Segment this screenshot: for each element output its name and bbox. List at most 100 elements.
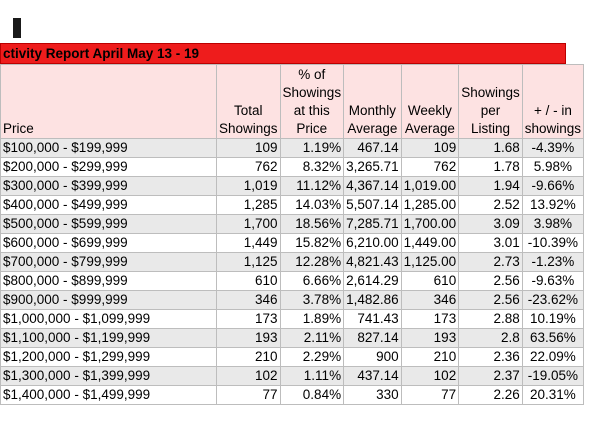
pct-showings-cell: 6.66%: [279, 271, 345, 291]
showings-per-listing-cell: 1.68: [458, 138, 523, 158]
change-cell: -9.66%: [521, 176, 585, 196]
total-showings-cell: 77: [216, 385, 281, 405]
weekly-average-cell: 109: [400, 138, 460, 158]
total-showings-cell: 173: [216, 309, 281, 329]
price-cell: $1,300,000 - $1,399,999: [0, 366, 217, 386]
total-showings-cell: 210: [216, 347, 281, 367]
monthly-average-cell: 3,265.71: [343, 157, 402, 177]
monthly-average-cell: 827.14: [343, 328, 402, 348]
header-showings-per-listing: Showings per Listing: [458, 64, 523, 139]
pct-showings-cell: 2.11%: [279, 328, 345, 348]
change-cell: -10.39%: [521, 233, 585, 253]
showings-per-listing-cell: 2.56: [458, 271, 523, 291]
table-row: $1,000,000 - $1,099,999 173 1.89% 741.43 173…: [0, 309, 585, 329]
weekly-average-cell: 1,449.00: [400, 233, 460, 253]
weekly-average-cell: 762: [400, 157, 460, 177]
table-row: $800,000 - $899,999 610 6.66% 2,614.29 610 2.…: [0, 271, 585, 291]
total-showings-cell: 193: [216, 328, 281, 348]
weekly-average-cell: 1,285.00: [400, 195, 460, 215]
change-cell: -19.05%: [521, 366, 585, 386]
table-row: $400,000 - $499,999 1,285 14.03% 5,507.14 1,…: [0, 195, 585, 215]
pct-showings-cell: 0.84%: [279, 385, 345, 405]
change-cell: 20.31%: [521, 385, 585, 405]
table-row: $100,000 - $199,999 109 1.19% 467.14 109 1.68…: [0, 138, 585, 158]
monthly-average-cell: 7,285.71: [343, 214, 402, 234]
price-cell: $100,000 - $199,999: [0, 138, 217, 158]
monthly-average-cell: 4,367.14: [343, 176, 402, 196]
showings-per-listing-cell: 2.73: [458, 252, 523, 272]
change-cell: 13.92%: [521, 195, 585, 215]
pct-showings-cell: 3.78%: [279, 290, 345, 310]
table-row: $1,400,000 - $1,499,999 77 0.84% 330 77 2.26 2…: [0, 385, 585, 405]
pct-showings-cell: 12.28%: [279, 252, 345, 272]
price-cell: $1,200,000 - $1,299,999: [0, 347, 217, 367]
total-showings-cell: 109: [216, 138, 281, 158]
total-showings-cell: 1,125: [216, 252, 281, 272]
price-cell: $700,000 - $799,999: [0, 252, 217, 272]
showings-per-listing-cell: 2.88: [458, 309, 523, 329]
monthly-average-cell: 5,507.14: [343, 195, 402, 215]
header-total-showings: Total Showings: [216, 64, 281, 139]
change-cell: 63.56%: [521, 328, 585, 348]
table-row: $1,300,000 - $1,399,999 102 1.11% 437.14 102…: [0, 366, 585, 386]
monthly-average-cell: 1,482.86: [343, 290, 402, 310]
weekly-average-cell: 346: [400, 290, 460, 310]
monthly-average-cell: 900: [343, 347, 402, 367]
header-price: Price: [0, 64, 217, 139]
weekly-average-cell: 1,125.00: [400, 252, 460, 272]
report-title: ctivity Report April May 13 - 19: [0, 43, 566, 64]
price-cell: $900,000 - $999,999: [0, 290, 217, 310]
weekly-average-cell: 173: [400, 309, 460, 329]
showings-per-listing-cell: 2.52: [458, 195, 523, 215]
pct-showings-cell: 14.03%: [279, 195, 345, 215]
change-cell: 22.09%: [521, 347, 585, 367]
total-showings-cell: 346: [216, 290, 281, 310]
slide-corner-marker: [13, 18, 21, 38]
price-cell: $1,400,000 - $1,499,999: [0, 385, 217, 405]
total-showings-cell: 1,285: [216, 195, 281, 215]
pct-showings-cell: 1.89%: [279, 309, 345, 329]
weekly-average-cell: 610: [400, 271, 460, 291]
pct-showings-cell: 1.19%: [279, 138, 345, 158]
change-cell: 5.98%: [521, 157, 585, 177]
total-showings-cell: 1,019: [216, 176, 281, 196]
showings-per-listing-cell: 2.26: [458, 385, 523, 405]
showings-per-listing-cell: 1.78: [458, 157, 523, 177]
showings-per-listing-cell: 3.09: [458, 214, 523, 234]
change-cell: -9.63%: [521, 271, 585, 291]
price-cell: $1,100,000 - $1,199,999: [0, 328, 217, 348]
pct-showings-cell: 2.29%: [279, 347, 345, 367]
showings-table: Price Total Showings % of Showings at th…: [0, 64, 585, 405]
change-cell: 3.98%: [521, 214, 585, 234]
weekly-average-cell: 1,019.00: [400, 176, 460, 196]
change-cell: 10.19%: [521, 309, 585, 329]
table-row: $1,200,000 - $1,299,999 210 2.29% 900 210 2.3…: [0, 347, 585, 367]
header-row: Price Total Showings % of Showings at th…: [0, 64, 585, 139]
pct-showings-cell: 1.11%: [279, 366, 345, 386]
table-row: $600,000 - $699,999 1,449 15.82% 6,210.00 1,…: [0, 233, 585, 253]
table-row: $700,000 - $799,999 1,125 12.28% 4,821.43 1,…: [0, 252, 585, 272]
change-cell: -23.62%: [521, 290, 585, 310]
header-monthly-average: Monthly Average: [343, 64, 402, 139]
weekly-average-cell: 210: [400, 347, 460, 367]
price-cell: $400,000 - $499,999: [0, 195, 217, 215]
total-showings-cell: 610: [216, 271, 281, 291]
showings-per-listing-cell: 2.8: [458, 328, 523, 348]
price-cell: $600,000 - $699,999: [0, 233, 217, 253]
table-row: $900,000 - $999,999 346 3.78% 1,482.86 346 2.…: [0, 290, 585, 310]
showings-per-listing-cell: 2.37: [458, 366, 523, 386]
monthly-average-cell: 437.14: [343, 366, 402, 386]
change-cell: -1.23%: [521, 252, 585, 272]
showings-per-listing-cell: 1.94: [458, 176, 523, 196]
pct-showings-cell: 8.32%: [279, 157, 345, 177]
monthly-average-cell: 6,210.00: [343, 233, 402, 253]
monthly-average-cell: 330: [343, 385, 402, 405]
weekly-average-cell: 77: [400, 385, 460, 405]
showings-per-listing-cell: 2.56: [458, 290, 523, 310]
price-cell: $1,000,000 - $1,099,999: [0, 309, 217, 329]
total-showings-cell: 102: [216, 366, 281, 386]
table-row: $300,000 - $399,999 1,019 11.12% 4,367.14 1,…: [0, 176, 585, 196]
table-row: $1,100,000 - $1,199,999 193 2.11% 827.14 193…: [0, 328, 585, 348]
change-cell: -4.39%: [521, 138, 585, 158]
monthly-average-cell: 467.14: [343, 138, 402, 158]
